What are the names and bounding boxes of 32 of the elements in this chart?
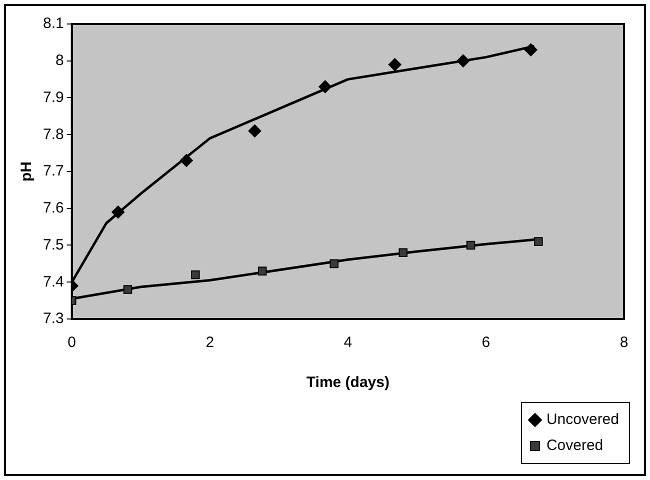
y-tick-label: 7.5 <box>42 236 64 254</box>
legend-label: Uncovered <box>546 410 619 430</box>
x-tick-label: 4 <box>344 334 352 352</box>
point <box>398 248 408 258</box>
x-axis-title: Time (days) <box>306 374 390 392</box>
point <box>318 80 332 94</box>
y-tick-label: 8.1 <box>42 15 64 32</box>
y-axis-title: pH <box>18 162 36 182</box>
y-tick-label: 7.6 <box>42 200 64 217</box>
point <box>248 124 262 138</box>
point <box>466 240 476 250</box>
x-tick-label: 8 <box>620 334 628 352</box>
point <box>112 206 125 219</box>
point <box>191 270 200 280</box>
point <box>456 54 470 68</box>
y-tick-label: 7.7 <box>42 162 64 180</box>
x-tick-label: 0 <box>68 334 76 352</box>
x-tick-label: 6 <box>482 334 490 352</box>
legend-label: Covered <box>546 436 604 456</box>
y-tick-label: 7.3 <box>42 310 64 328</box>
point <box>388 58 402 72</box>
point <box>180 154 193 167</box>
y-tick-label: 7.4 <box>42 273 64 290</box>
point <box>534 237 543 246</box>
point <box>258 266 267 276</box>
y-tick-label: 7.9 <box>42 88 64 106</box>
y-tick-label: 7.8 <box>42 126 64 143</box>
point <box>330 259 339 268</box>
y-tick-label: 8 <box>56 52 64 70</box>
point <box>123 285 132 294</box>
point <box>524 43 538 56</box>
x-tick-label: 2 <box>206 334 214 352</box>
